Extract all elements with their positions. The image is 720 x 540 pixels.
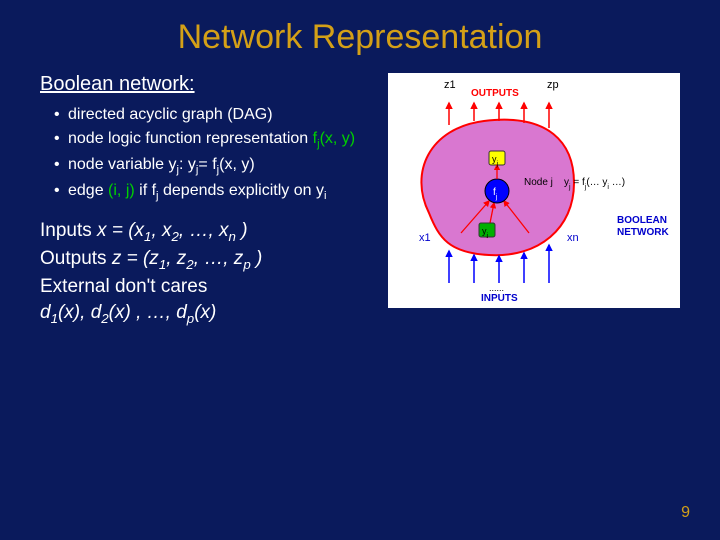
bullet-text: edge [68,182,108,199]
bullet-text: (x, y) [219,156,255,173]
svg-text:z1: z1 [444,79,456,91]
bullet-text: if f [135,182,156,199]
diagram-svg: z1 zp OUTPUTS x1 xn INPUTS ...... Node j… [388,73,680,308]
bullet-text: : y [179,156,196,173]
bullet-item: node logic function representation fj(x,… [54,128,380,152]
svg-text:OUTPUTS: OUTPUTS [471,88,519,99]
bullet-text: node logic function representation [68,130,313,147]
content-row: Boolean network: directed acyclic graph … [0,73,720,327]
bullet-list: directed acyclic graph (DAG) node logic … [40,104,380,204]
svg-text:......: ...... [489,283,504,293]
bullet-text: node variable [68,156,169,173]
yj-var: yj [169,156,180,173]
inputs-line: Inputs x = (x1, x2, …, xn ) [40,218,380,246]
svg-text:BOOLEANNETWORK: BOOLEANNETWORK [617,215,669,238]
bullet-text: = f [198,156,216,173]
dc-expr-line: d1(x), d2(x) , …, dp(x) [40,300,380,328]
outputs-line: Outputs z = (z1, z2, …, zp ) [40,246,380,274]
bullet-item: directed acyclic graph (DAG) [54,104,380,126]
svg-text:x1: x1 [419,232,431,244]
edge-expr: (i, j) [108,182,135,199]
svg-text:Node j: Node j [524,177,553,188]
bullet-text: depends explicitly on y [159,182,324,199]
svg-text:INPUTS: INPUTS [481,293,518,304]
svg-text:xn: xn [567,232,579,244]
text-column: Boolean network: directed acyclic graph … [40,73,380,327]
network-diagram: z1 zp OUTPUTS x1 xn INPUTS ...... Node j… [388,73,680,308]
fj-expr: fj(x, y) [313,130,356,147]
slide-title: Network Representation [0,0,720,73]
bullet-item: edge (i, j) if fj depends explicitly on … [54,180,380,204]
svg-text:zp: zp [547,79,559,91]
dc-label-line: External don't cares [40,274,380,300]
io-block: Inputs x = (x1, x2, …, xn ) Outputs z = … [40,218,380,327]
page-number: 9 [681,504,690,522]
section-heading: Boolean network: [40,73,380,96]
bullet-item: node variable yj: yj= fj(x, y) [54,154,380,178]
